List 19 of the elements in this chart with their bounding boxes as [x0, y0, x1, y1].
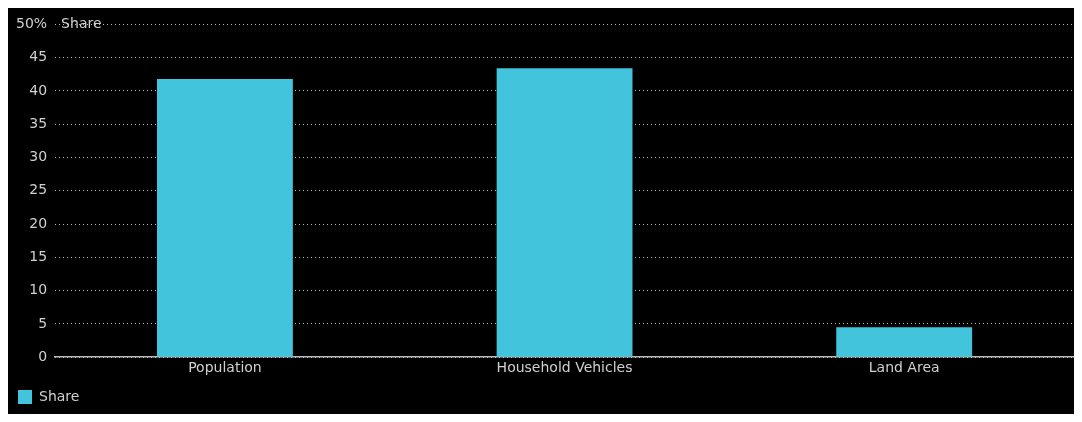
y-tick-label: 45 [29, 48, 48, 65]
bar [496, 68, 633, 357]
x-tick-label: Population [188, 359, 262, 376]
bar [157, 78, 293, 357]
y-tick-label: 25 [29, 181, 48, 198]
x-tick-label: Household Vehicles [496, 359, 633, 376]
y-tick-label: 35 [29, 114, 48, 131]
bar [836, 327, 973, 357]
y-axis-title: Share [61, 15, 102, 32]
y-tick-label: 40 [29, 81, 48, 98]
y-tick-label: 0 [38, 347, 48, 364]
y-tick-label: 10 [29, 281, 48, 298]
legend-label: Share [39, 387, 80, 404]
y-tick-label: 5 [38, 314, 48, 331]
y-tick-label: 20 [29, 214, 48, 231]
y-tick-label: 30 [29, 148, 48, 165]
y-tick-label: 50% [15, 15, 48, 32]
x-tick-label: Land Area [868, 359, 940, 376]
y-tick-label: 15 [29, 248, 48, 264]
